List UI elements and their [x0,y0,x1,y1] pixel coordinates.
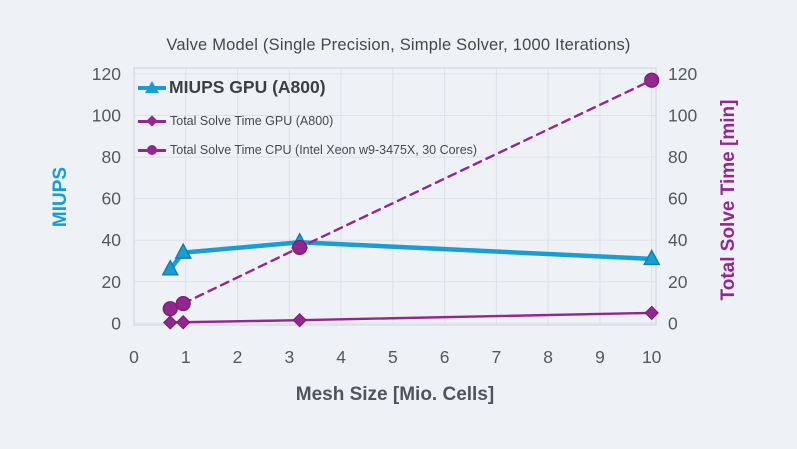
plot-border [133,67,657,326]
legend-swatch-circle-line [138,142,166,158]
circle-marker-icon [147,145,157,155]
svg-text:80: 80 [668,147,688,167]
svg-text:7: 7 [492,347,502,367]
legend-swatch-diamond-line [138,113,166,129]
diamond-marker-icon [146,115,158,127]
svg-text:100: 100 [668,106,697,126]
legend-label: MIUPS GPU (A800) [169,77,326,97]
legend-item-solve-time-gpu: Total Solve Time GPU (A800) [138,113,477,129]
svg-text:1: 1 [181,347,191,367]
y-gridlines [134,73,656,324]
svg-text:120: 120 [92,64,121,84]
svg-text:4: 4 [336,347,346,367]
series-1-diamond [163,305,659,330]
legend-item-miups-gpu: MIUPS GPU (A800) [138,77,477,98]
svg-text:80: 80 [102,147,122,167]
legend: MIUPS GPU (A800) Total Solve Time GPU (A… [138,77,477,158]
x-tick-labels: 0 1 2 3 4 5 6 7 8 9 10 [129,347,662,367]
svg-text:0: 0 [668,313,678,333]
svg-text:40: 40 [102,230,122,250]
svg-text:60: 60 [668,189,688,209]
svg-text:100: 100 [92,106,121,126]
svg-text:0: 0 [129,347,139,367]
legend-item-solve-time-cpu: Total Solve Time CPU (Intel Xeon w9-3475… [138,142,477,158]
legend-swatch-triangle-line [138,80,166,96]
svg-text:120: 120 [668,64,697,84]
svg-text:5: 5 [388,347,398,367]
svg-text:6: 6 [440,347,450,367]
y-axis-label-right: Total Solve Time [min] [718,99,739,301]
svg-text:60: 60 [102,189,122,209]
chart-title: Valve Model (Single Precision, Simple So… [166,36,631,54]
svg-text:0: 0 [111,313,121,333]
svg-text:20: 20 [668,272,688,292]
svg-text:8: 8 [543,347,553,367]
svg-text:2: 2 [233,347,243,367]
legend-label: Total Solve Time GPU (A800) [170,114,334,128]
svg-text:40: 40 [668,230,688,250]
x-axis-label: Mesh Size [Mio. Cells] [295,384,495,405]
y-axis-label-left: MIUPS [50,166,71,228]
triangle-marker-icon [145,80,159,93]
series-2-circle [162,72,660,317]
legend-label: Total Solve Time CPU (Intel Xeon w9-3475… [170,143,478,157]
svg-text:20: 20 [102,272,122,292]
left-tick-labels: 0 20 40 60 80 100 120 [92,64,121,333]
svg-text:3: 3 [284,347,294,367]
svg-text:10: 10 [642,347,662,367]
right-tick-labels: 0 20 40 60 80 100 120 [668,64,697,333]
svg-text:9: 9 [595,347,605,367]
